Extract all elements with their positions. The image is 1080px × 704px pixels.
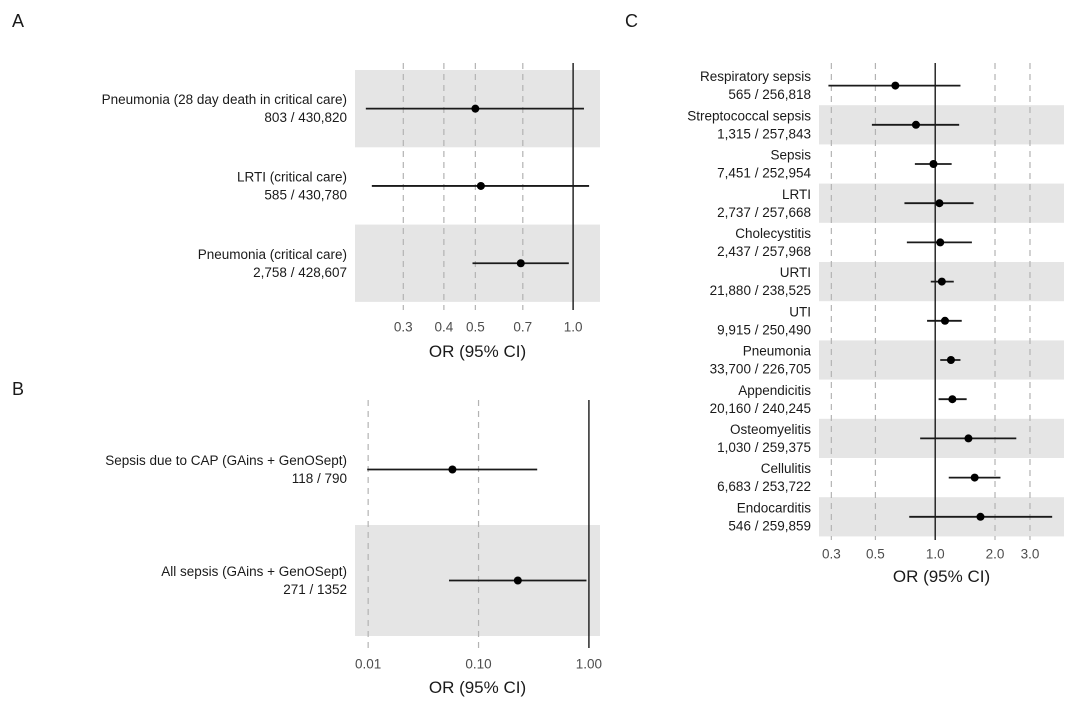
row-counts: 2,437 / 257,968 [717,244,811,259]
panel-letter: C [625,11,638,31]
row-label: Cellulitis [761,461,812,476]
x-tick-label: 0.4 [434,320,453,335]
x-tick-label: 0.5 [466,320,485,335]
panel-a: A 0.3 0.4 0.5 0.7 1.0 Pneumonia (28 day death … [12,11,600,361]
row-counts: 21,880 / 238,525 [710,283,811,298]
row-counts: 585 / 430,780 [264,188,347,203]
point-estimate [911,120,920,129]
point-estimate [937,277,946,286]
row-label: Sepsis [770,148,811,163]
panel-letter: B [12,379,24,399]
row-counts: 33,700 / 226,705 [710,362,811,377]
row-label: Osteomyelitis [730,422,811,437]
point-estimate [471,104,480,113]
x-tick-label: 0.5 [866,547,885,562]
row-counts: 1,030 / 259,375 [717,440,811,455]
panel-c: C 0.3 0.5 1.0 2.0 3.0 Respiratory sepsis 565 / … [625,11,1064,586]
point-estimate [948,395,957,404]
x-tick-label: 0.3 [394,320,413,335]
row-label: Sepsis due to CAP (GAins + GenOSept) [105,453,347,468]
point-estimate [448,465,457,474]
row-counts: 20,160 / 240,245 [710,401,811,416]
row-counts: 1,315 / 257,843 [717,126,811,141]
point-estimate [929,160,938,168]
point-estimate [935,199,944,208]
row-counts: 2,737 / 257,668 [717,205,811,220]
row-label: Cholecystitis [735,226,811,241]
row-label: LRTI (critical care) [237,170,347,185]
row-label: Pneumonia (critical care) [198,247,347,262]
point-estimate [964,434,973,443]
x-tick-label: 2.0 [986,547,1005,562]
row-counts: 803 / 430,820 [264,110,347,125]
x-tick-label: 0.3 [822,547,841,562]
x-axis-title: OR (95% CI) [429,342,526,361]
x-tick-label: 0.7 [513,320,532,335]
point-estimate [940,316,949,325]
x-tick-label: 1.00 [576,657,602,672]
row-label: Respiratory sepsis [700,69,811,84]
point-estimate [936,238,945,247]
row-label: Endocarditis [737,500,812,515]
x-axis-title: OR (95% CI) [893,567,990,586]
point-estimate [516,259,525,268]
row-counts: 565 / 256,818 [728,87,811,102]
panel-b: B 0.01 0.10 1.00 Sepsis due to CAP (GAins + … [12,379,602,697]
row-label: Appendicitis [738,383,811,398]
row-label: LRTI [782,187,811,202]
point-estimate [476,181,485,190]
x-tick-label: 1.0 [926,547,945,562]
row-label: URTI [780,265,811,280]
row-counts: 7,451 / 252,954 [717,166,811,181]
point-estimate [970,473,979,482]
row-counts: 9,915 / 250,490 [717,322,811,337]
row-counts: 6,683 / 253,722 [717,479,811,494]
point-estimate [976,512,985,521]
row-label: UTI [789,304,811,319]
x-tick-label: 1.0 [564,320,583,335]
row-label: All sepsis (GAins + GenOSept) [161,564,347,579]
point-estimate [891,81,900,90]
row-counts: 546 / 259,859 [728,518,811,533]
row-counts: 118 / 790 [292,471,347,486]
point-estimate [513,576,522,585]
x-axis-title: OR (95% CI) [429,678,526,697]
row-label: Streptococcal sepsis [687,108,811,123]
x-tick-label: 0.10 [465,657,491,672]
row-counts: 2,758 / 428,607 [253,265,347,280]
row-label: Pneumonia [743,344,812,359]
x-tick-label: 3.0 [1021,547,1040,562]
point-estimate [946,356,955,364]
x-tick-label: 0.01 [355,657,381,672]
row-label: Pneumonia (28 day death in critical care… [102,92,347,107]
row-counts: 271 / 1352 [283,582,347,597]
panel-letter: A [12,11,24,31]
